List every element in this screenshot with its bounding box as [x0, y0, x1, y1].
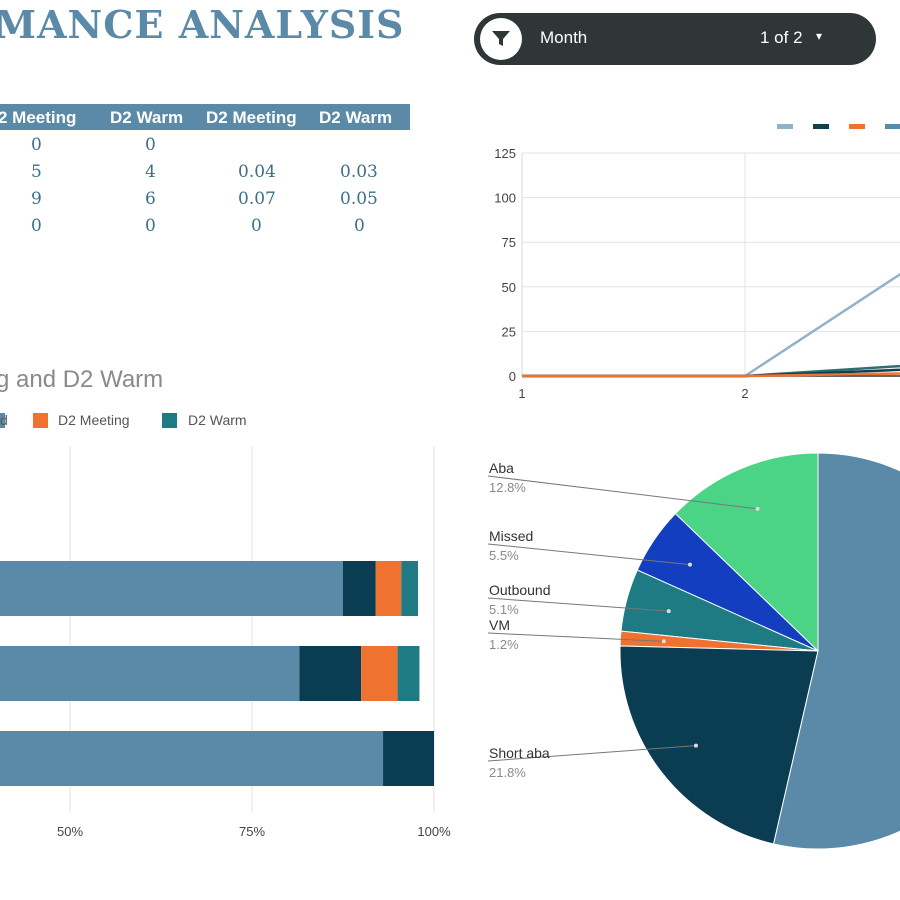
- month-filter-control[interactable]: Month 1 of 2 ▾: [474, 13, 876, 65]
- legend-label: D2 Meeting: [58, 412, 130, 428]
- pie-label: Aba: [489, 460, 514, 476]
- chevron-down-icon[interactable]: ▾: [816, 29, 823, 43]
- leader-dot: [687, 562, 692, 567]
- filter-label: Month: [540, 28, 588, 47]
- x-tick-label: 2: [741, 386, 748, 401]
- bar-segment: [397, 646, 420, 701]
- legend-swatch: [849, 124, 865, 129]
- page-title: MANCE ANALYSIS: [0, 2, 405, 47]
- legend-swatch: [33, 413, 48, 428]
- bar-segment: [0, 646, 300, 701]
- table-cell: 6: [145, 189, 156, 209]
- pie-label: Outbound: [489, 582, 551, 598]
- leader-line: [487, 745, 697, 762]
- leader-line: [487, 475, 758, 510]
- x-tick-label: 1: [518, 386, 525, 401]
- table-cell: 5: [31, 162, 42, 182]
- leader-dot: [661, 639, 666, 644]
- line-series: [522, 372, 900, 378]
- legend-swatch: [885, 124, 900, 129]
- bar-segment: [0, 731, 384, 786]
- pie-slice: [674, 452, 819, 653]
- leader-line: [487, 597, 669, 612]
- column-header: D2 Warm: [319, 108, 393, 127]
- pie-label: VM: [489, 617, 510, 633]
- legend-label: d: [0, 412, 8, 428]
- table-header: 2 Meeting D2 Warm D2 Meeting D2 Warm: [0, 104, 410, 130]
- column-header: D2 Meeting: [206, 108, 297, 127]
- page-indicator[interactable]: 1 of 2: [760, 28, 803, 47]
- filter-button[interactable]: [480, 18, 522, 60]
- pie-value-label: 12.8%: [489, 480, 526, 495]
- table-cell: 0.05: [340, 189, 378, 209]
- pie-label: Missed: [489, 528, 533, 544]
- table-cell: 0.04: [238, 162, 276, 182]
- bar-segment: [0, 561, 343, 616]
- column-header: 2 Meeting: [0, 108, 77, 127]
- table-cell: 0.03: [340, 162, 378, 182]
- table-cell: 0: [145, 216, 156, 236]
- y-tick-label: 75: [502, 235, 516, 250]
- table-cell: 9: [31, 189, 42, 209]
- bar-chart-title: g and D2 Warm: [0, 366, 164, 393]
- pie-value-label: 21.8%: [489, 765, 526, 780]
- legend-swatch: [0, 413, 5, 428]
- legend-label: D2 Warm: [188, 412, 247, 428]
- bar-segment: [299, 646, 362, 701]
- pie-value-label: 5.5%: [489, 548, 519, 563]
- filter-funnel-icon: [492, 31, 510, 46]
- column-header: D2 Warm: [110, 108, 184, 127]
- table-cell: 0: [251, 216, 262, 236]
- legend-swatch: [813, 124, 829, 129]
- leader-dot: [666, 609, 671, 614]
- table-cell: 0: [354, 216, 365, 236]
- bar-segment: [383, 731, 434, 786]
- table-cell: 4: [145, 162, 156, 182]
- legend-swatch: [777, 124, 793, 129]
- pie-slice: [772, 452, 900, 850]
- pie-value-label: 5.1%: [489, 602, 519, 617]
- y-tick-label: 125: [494, 146, 516, 161]
- table-cell: 0.07: [238, 189, 276, 209]
- y-tick-label: 50: [502, 280, 516, 295]
- pie-value-label: 1.2%: [489, 637, 519, 652]
- legend-swatch: [162, 413, 177, 428]
- pie-label: Short aba: [489, 745, 550, 761]
- bar-segment: [361, 646, 398, 701]
- x-tick-label: 100%: [417, 824, 451, 839]
- table-cell: 0: [31, 135, 42, 155]
- leader-line: [487, 632, 664, 642]
- y-tick-label: 0: [509, 369, 516, 384]
- leader-dot: [693, 743, 698, 748]
- table-cell: 0: [31, 216, 42, 236]
- y-tick-label: 25: [502, 324, 516, 339]
- bar-segment: [375, 561, 402, 616]
- leader-line: [487, 543, 691, 566]
- leader-dot: [755, 506, 760, 511]
- x-tick-label: 50%: [57, 824, 83, 839]
- bar-segment: [401, 561, 418, 616]
- pie-slice: [619, 645, 819, 845]
- bar-segment: [343, 561, 376, 616]
- table-cell: 0: [145, 135, 156, 155]
- x-tick-label: 75%: [239, 824, 265, 839]
- y-tick-label: 100: [494, 191, 516, 206]
